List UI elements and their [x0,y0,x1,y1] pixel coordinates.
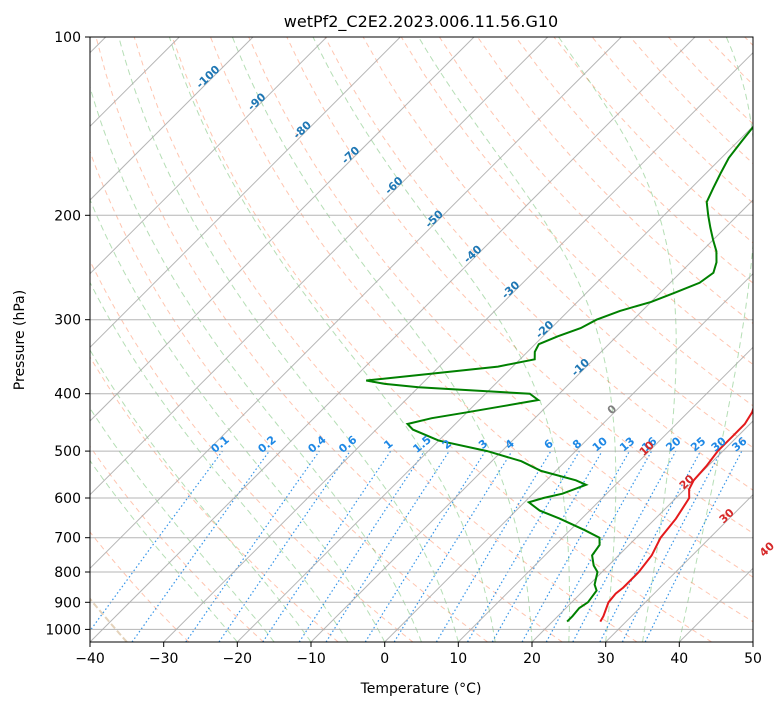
dry-adiabat [400,37,753,407]
moist-adiabat [168,37,496,642]
isotherm [605,493,753,642]
isotherm [236,125,753,642]
x-tick-label: −40 [75,651,105,667]
mixing-ratio-line [218,450,351,642]
x-tick-label: −10 [296,651,326,667]
y-axis-title: Pressure (hPa) [12,290,28,390]
dry-adiabats [90,37,753,642]
dry-adiabat [90,150,488,642]
mixing-ratio-line [521,450,631,642]
mixing-ratio-line [644,450,743,642]
isotherm [457,346,753,642]
temperature-series [599,406,753,623]
y-tick-label: 200 [54,208,81,224]
mixing-ratio-line [325,450,450,642]
moist-adiabat [678,37,753,642]
isotherm [90,37,622,570]
x-axis: −40 −30 −20 −10 0 10 20 30 40 50 [75,642,762,667]
y-tick-label: 800 [54,565,81,581]
background-lines [90,37,753,642]
x-tick-label: 50 [744,651,762,667]
mixing-ratio-line [572,450,677,642]
mixing-ratio-lines [90,450,743,642]
isotherm [90,37,475,422]
x-tick-label: −30 [149,651,179,667]
dry-adiabat [90,445,264,642]
x-tick-label: 20 [523,651,541,667]
y-tick-label: 100 [54,30,81,46]
plot-frame [89,36,754,643]
x-tick-label: 30 [597,651,615,667]
isotherm [90,37,549,496]
moist-adiabat [90,85,422,642]
isotherm [163,51,753,642]
isotherm [384,272,753,642]
isotherm [90,37,401,349]
moist-adiabat [231,37,533,642]
mixing-ratio-line [298,450,425,642]
y-tick-label: 1000 [45,622,81,638]
dry-adiabat [133,37,638,642]
isotherm [531,420,753,642]
dewpoint-series [366,125,753,623]
series-layer [366,125,753,623]
y-tick-label: 400 [54,387,81,403]
isotherms [90,37,753,642]
y-tick-label: 300 [54,313,81,329]
x-tick-label: 10 [449,651,467,667]
mixing-ratio-line [393,450,513,642]
chart-title: wetPf2_C2E2.2023.006.11.56.G10 [284,12,558,32]
dry-adiabat [95,37,563,642]
y-axis: 100 200 300 400 500 600 700 800 900 1000 [45,30,90,638]
y-tick-label: 500 [54,444,81,460]
moist-adiabats [90,37,753,642]
moist-adiabat-highlight [90,597,128,642]
mixing-ratio-line [262,450,392,642]
isotherm [90,37,254,201]
dry-adiabat [515,37,753,284]
dry-adiabat [248,37,753,578]
moist-adiabat [90,407,275,642]
dry-adiabat [90,356,339,642]
x-axis-title: Temperature (°C) [360,681,482,697]
moist-adiabat [558,37,677,642]
dry-adiabat [90,531,190,642]
isobars [90,37,753,630]
x-tick-label: 0 [380,651,389,667]
x-tick-label: −20 [223,651,253,667]
dry-adiabat [171,37,712,642]
mixing-ratio-line [545,450,653,642]
dry-adiabat [438,37,753,366]
x-tick-label: 40 [670,651,688,667]
moist-adiabat [90,459,238,642]
dry-adiabat [210,37,753,623]
y-tick-label: 900 [54,595,81,611]
moist-adiabat [90,281,349,642]
isotherm [310,199,753,642]
moist-adiabat [90,198,386,642]
y-tick-label: 700 [54,531,81,547]
y-tick-label: 600 [54,491,81,507]
mixing-ratio-line [185,450,320,642]
mixing-ratio-line [90,450,223,632]
isotherm [90,37,696,642]
mixing-ratio-line [131,450,270,642]
isotherm [90,37,328,275]
